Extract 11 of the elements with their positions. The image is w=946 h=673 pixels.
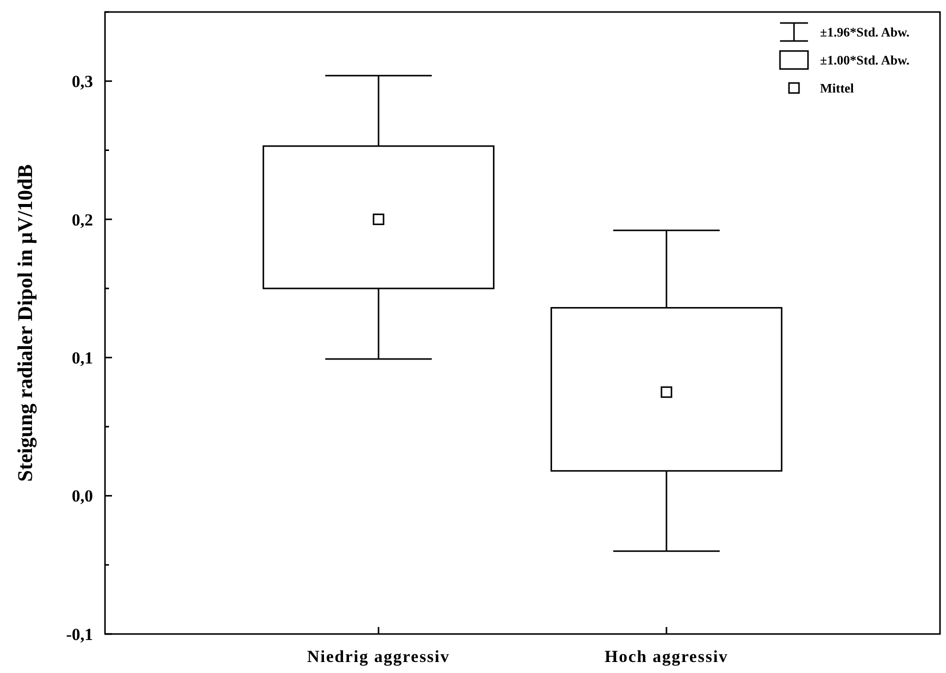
y-axis-title: Steigung radialer Dipol in µV/10dB <box>13 164 37 482</box>
y-tick-label: 0,1 <box>72 348 93 368</box>
annotation: Mittel <box>820 80 854 96</box>
y-tick-label: 0,3 <box>72 72 93 92</box>
annotation: ±1.00*Std. Abw. <box>820 52 910 68</box>
y-tick-label: 0,2 <box>72 210 93 230</box>
y-tick-label: 0,0 <box>72 486 93 506</box>
y-tick-label: -0,1 <box>66 624 93 644</box>
annotation: ±1.96*Std. Abw. <box>820 24 910 40</box>
x-tick-label: Hoch aggressiv <box>604 647 728 666</box>
x-tick-label: Niedrig aggressiv <box>307 647 450 666</box>
